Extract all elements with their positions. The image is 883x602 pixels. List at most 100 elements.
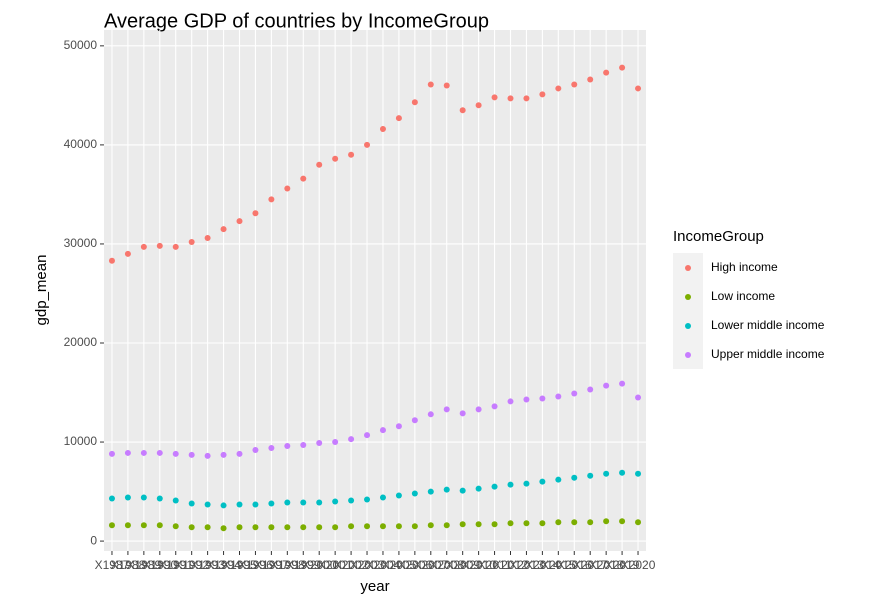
point <box>364 496 371 503</box>
point <box>571 390 578 397</box>
x-tick-label: X1991 <box>158 558 193 572</box>
point <box>188 500 195 507</box>
point <box>459 487 466 494</box>
point <box>268 196 275 203</box>
point <box>364 141 371 148</box>
point <box>236 218 243 225</box>
point <box>603 518 610 525</box>
point <box>140 494 147 501</box>
point <box>124 449 131 456</box>
point <box>475 521 482 528</box>
point <box>507 520 514 527</box>
point <box>284 499 291 506</box>
point <box>619 469 626 476</box>
point <box>188 451 195 458</box>
point <box>204 235 211 242</box>
point <box>523 520 530 527</box>
point <box>443 522 450 529</box>
point <box>204 524 211 531</box>
point <box>140 522 147 529</box>
point <box>379 126 386 133</box>
point <box>427 81 434 88</box>
point <box>491 94 498 101</box>
point <box>284 185 291 192</box>
point <box>443 82 450 89</box>
point <box>475 406 482 413</box>
point <box>204 452 211 459</box>
point <box>379 494 386 501</box>
x-tick-label: X2013 <box>509 558 544 572</box>
point <box>491 483 498 490</box>
x-tick-label: X2014 <box>525 558 560 572</box>
point <box>459 410 466 417</box>
point <box>156 495 163 502</box>
point <box>587 472 594 479</box>
point <box>172 497 179 504</box>
x-tick-label: X2002 <box>334 558 369 572</box>
point <box>156 522 163 529</box>
x-tick-label: X2008 <box>429 558 464 572</box>
legend-label: Lower middle income <box>711 318 825 332</box>
point <box>332 155 339 162</box>
x-tick-label: X1989 <box>127 558 162 572</box>
y-tick-label: 40000 <box>64 137 98 151</box>
point <box>555 393 562 400</box>
point <box>523 480 530 487</box>
x-tick-label: X1987 <box>95 558 130 572</box>
point <box>300 175 307 182</box>
point <box>379 523 386 530</box>
point <box>635 85 642 92</box>
point <box>348 497 355 504</box>
legend-marker <box>685 352 691 358</box>
point <box>539 520 546 527</box>
point <box>172 450 179 457</box>
x-tick-label: X2010 <box>461 558 496 572</box>
legend-label: Low income <box>711 289 775 303</box>
x-tick-label: X1999 <box>286 558 321 572</box>
point <box>316 161 323 168</box>
point <box>300 499 307 506</box>
y-axis-title: gdp_mean <box>33 255 50 326</box>
point <box>188 524 195 531</box>
point <box>252 524 259 531</box>
point <box>348 151 355 158</box>
y-tick-label: 30000 <box>64 236 98 250</box>
x-tick-label: X1998 <box>270 558 305 572</box>
point <box>619 518 626 525</box>
point <box>140 243 147 250</box>
point <box>124 494 131 501</box>
y-tick-label: 0 <box>90 533 97 547</box>
x-tick-label: X2009 <box>445 558 480 572</box>
x-tick-label: X2012 <box>493 558 528 572</box>
point <box>507 481 514 488</box>
point <box>268 524 275 531</box>
point <box>332 439 339 446</box>
point <box>316 524 323 531</box>
point <box>300 524 307 531</box>
point <box>300 442 307 449</box>
point <box>108 257 115 264</box>
point <box>587 519 594 526</box>
point <box>124 250 131 257</box>
point <box>635 519 642 526</box>
point <box>507 398 514 405</box>
point <box>555 519 562 526</box>
x-tick-label: X1996 <box>238 558 273 572</box>
x-axis-title: year <box>360 578 389 595</box>
point <box>603 69 610 76</box>
point <box>443 486 450 493</box>
point <box>411 523 418 530</box>
chart-title: Average GDP of countries by IncomeGroup <box>104 10 489 32</box>
point <box>571 519 578 526</box>
point <box>236 501 243 508</box>
point <box>188 238 195 245</box>
point <box>459 521 466 528</box>
point <box>252 501 259 508</box>
point <box>587 76 594 83</box>
legend-title: IncomeGroup <box>673 228 764 245</box>
point <box>491 521 498 528</box>
point <box>475 485 482 492</box>
point <box>459 107 466 114</box>
point <box>635 470 642 477</box>
point <box>204 501 211 508</box>
